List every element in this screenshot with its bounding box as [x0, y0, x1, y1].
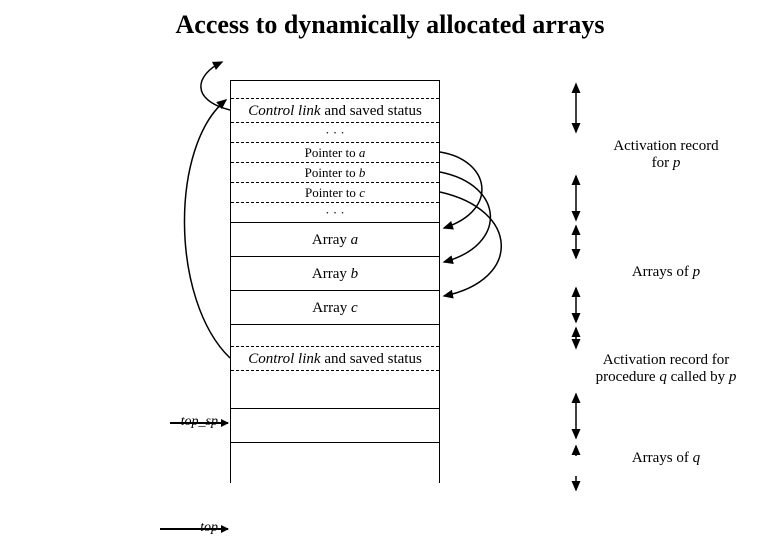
stack-row [231, 443, 439, 483]
label-arrays-q: Arrays of q [596, 450, 736, 467]
arrow-top-sp [170, 422, 228, 424]
stack-row: · · · [231, 123, 439, 143]
stack-row [231, 325, 439, 347]
stack-row: Control link and saved status [231, 99, 439, 123]
arrow-top [160, 528, 228, 530]
label-activation-q: Activation record forprocedure q called … [576, 352, 756, 386]
stack-row: Array c [231, 291, 439, 325]
stack-row: Pointer to c [231, 183, 439, 203]
stack-row [231, 81, 439, 99]
stack-row: Array a [231, 223, 439, 257]
stack-row: Pointer to b [231, 163, 439, 183]
stack-row: Array b [231, 257, 439, 291]
stack-row: Control link and saved status [231, 347, 439, 371]
label-arrays-p: Arrays of p [596, 264, 736, 281]
page-title: Access to dynamically allocated arrays [0, 10, 780, 40]
stack-row [231, 409, 439, 443]
stack-row [231, 371, 439, 409]
stack-row: Pointer to a [231, 143, 439, 163]
label-activation-p: Activation recordfor p [596, 138, 736, 172]
stack-row: · · · [231, 203, 439, 223]
stack-diagram: Control link and saved status· · ·Pointe… [230, 80, 440, 483]
